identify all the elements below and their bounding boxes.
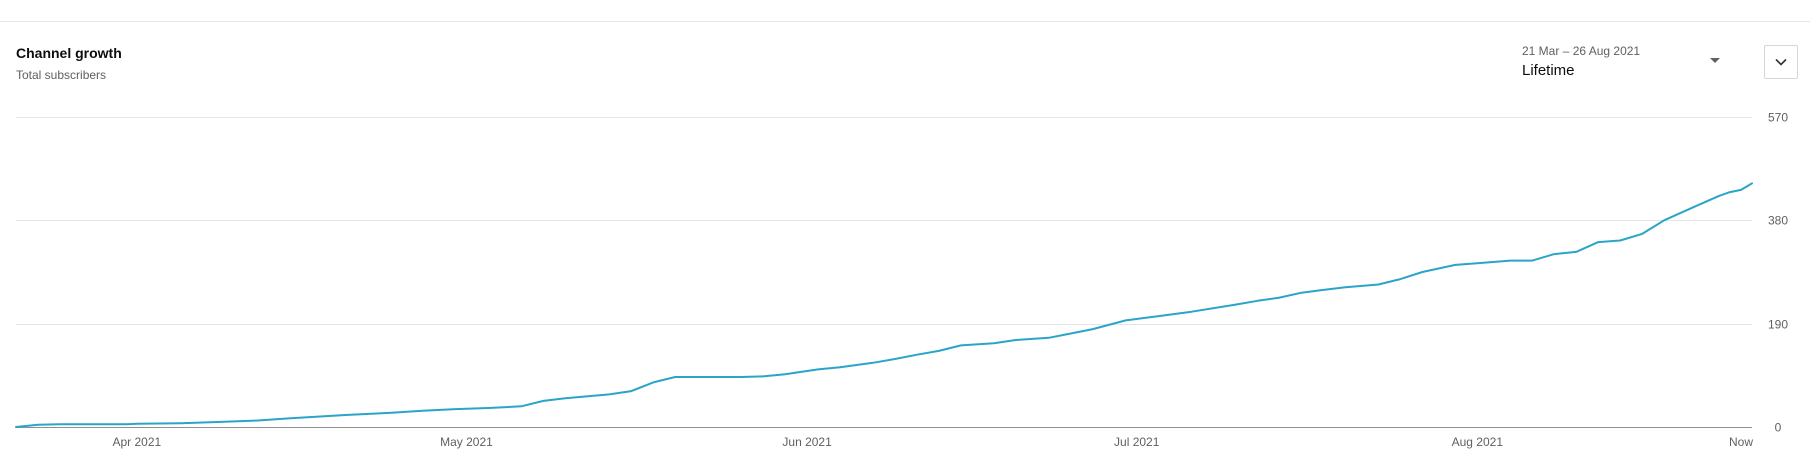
card-title: Channel growth (16, 45, 122, 61)
y-tick-label: 190 (1768, 318, 1788, 332)
arrow-drop-down-icon (1710, 58, 1720, 63)
x-tick-label: May 2021 (440, 435, 493, 449)
date-range-dropdown[interactable]: 21 Mar – 26 Aug 2021 Lifetime (1512, 42, 1732, 82)
series-line-0 (15, 182, 1753, 428)
x-tick-label: Now (1729, 435, 1753, 449)
y-tick-label: 570 (1768, 111, 1788, 125)
date-range-text: 21 Mar – 26 Aug 2021 (1522, 44, 1641, 58)
y-tick-label: 380 (1768, 214, 1788, 228)
top-divider (0, 21, 1810, 22)
card-subtitle: Total subscribers (16, 68, 107, 82)
date-range-value: Lifetime (1522, 62, 1575, 79)
x-tick-label: Jun 2021 (782, 435, 832, 449)
y-tick-label: 0 (1775, 421, 1782, 435)
x-tick-label: Jul 2021 (1114, 435, 1160, 449)
x-tick-label: Apr 2021 (113, 435, 162, 449)
expand-button[interactable] (1764, 45, 1798, 79)
chevron-down-icon (1775, 58, 1787, 66)
x-tick-label: Aug 2021 (1452, 435, 1504, 449)
